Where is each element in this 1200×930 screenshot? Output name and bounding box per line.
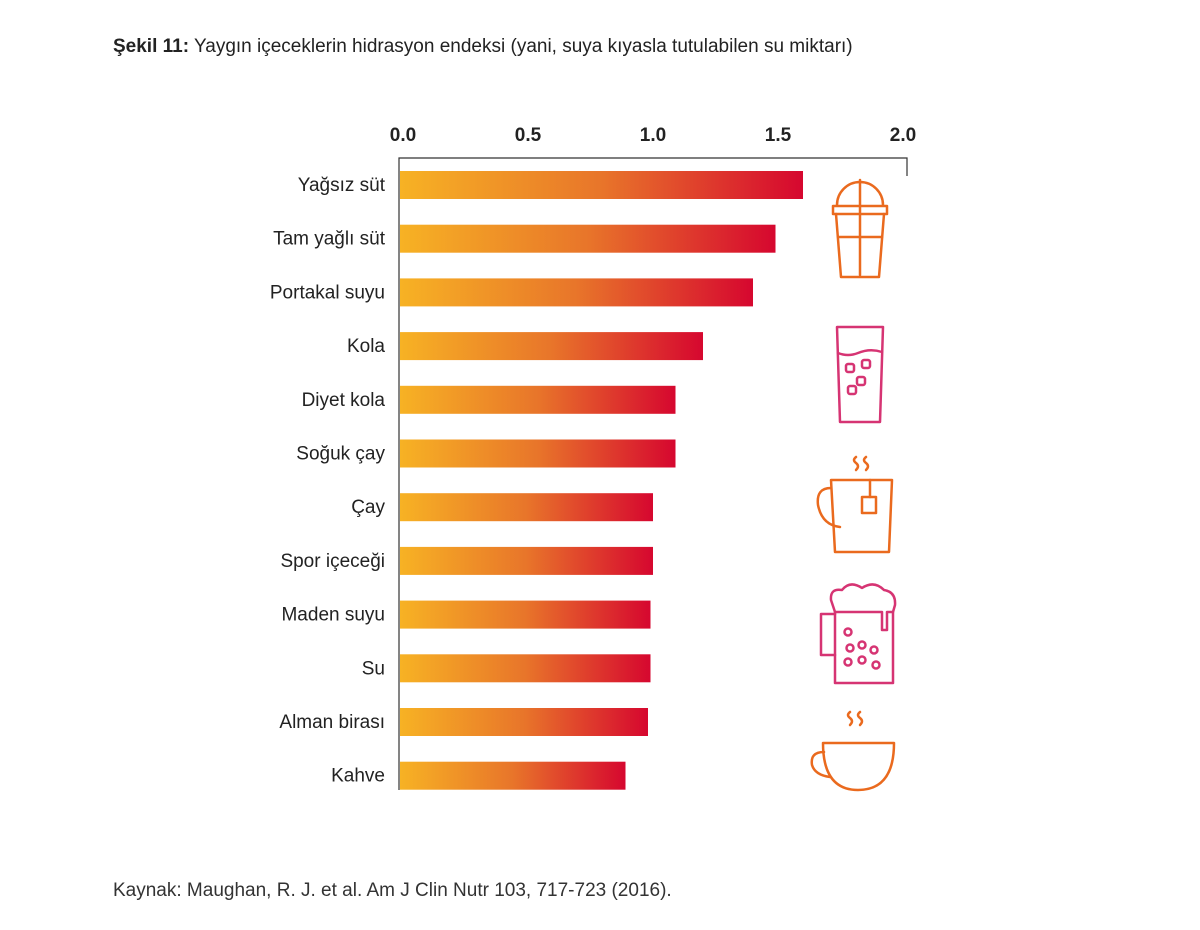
bar: [400, 708, 648, 736]
category-label: Spor içeceği: [280, 551, 385, 572]
category-label: Kola: [347, 336, 385, 357]
category-label: Portakal suyu: [270, 282, 385, 303]
category-label: Tam yağlı süt: [273, 229, 386, 250]
x-tick-label: 1.0: [640, 125, 666, 146]
category-label: Alman birası: [279, 712, 385, 733]
bar: [400, 761, 626, 790]
x-tick-label: 0.5: [515, 125, 542, 146]
bar: [400, 332, 703, 361]
bar: [400, 439, 676, 468]
title-text: Yaygın içeceklerin hidrasyon endeksi (ya…: [194, 36, 853, 57]
category-label: Soğuk çay: [296, 444, 385, 465]
bar: [400, 224, 776, 253]
x-tick-label: 0.0: [390, 125, 416, 146]
bar: [400, 493, 653, 522]
category-label: Su: [362, 658, 385, 679]
category-label: Maden suyu: [281, 605, 385, 626]
milkshake-cup-icon: [831, 178, 889, 279]
category-label: Yağsız süt: [298, 175, 386, 196]
figure-number: Şekil 11:: [113, 36, 190, 57]
bar: [400, 600, 651, 629]
x-tick-label: 1.5: [765, 125, 792, 146]
figure-title: Şekil 11: Yaygın içeceklerin hidrasyon e…: [113, 36, 853, 58]
bar: [400, 171, 803, 199]
bar: [400, 278, 753, 307]
soda-glass-icon: [835, 325, 885, 424]
category-label: Kahve: [331, 766, 385, 787]
bar: [400, 654, 651, 683]
tea-cup-icon: [816, 455, 894, 554]
beer-mug-icon: [819, 583, 897, 685]
bar: [400, 546, 653, 575]
source-note: Kaynak: Maughan, R. J. et al. Am J Clin …: [113, 880, 672, 901]
bar: [400, 385, 676, 414]
coffee-cup-icon: [810, 710, 896, 792]
category-label: Diyet kola: [302, 390, 386, 411]
x-tick-label: 2.0: [890, 125, 916, 146]
category-label: Çay: [351, 497, 385, 518]
axis-line: [398, 157, 908, 790]
